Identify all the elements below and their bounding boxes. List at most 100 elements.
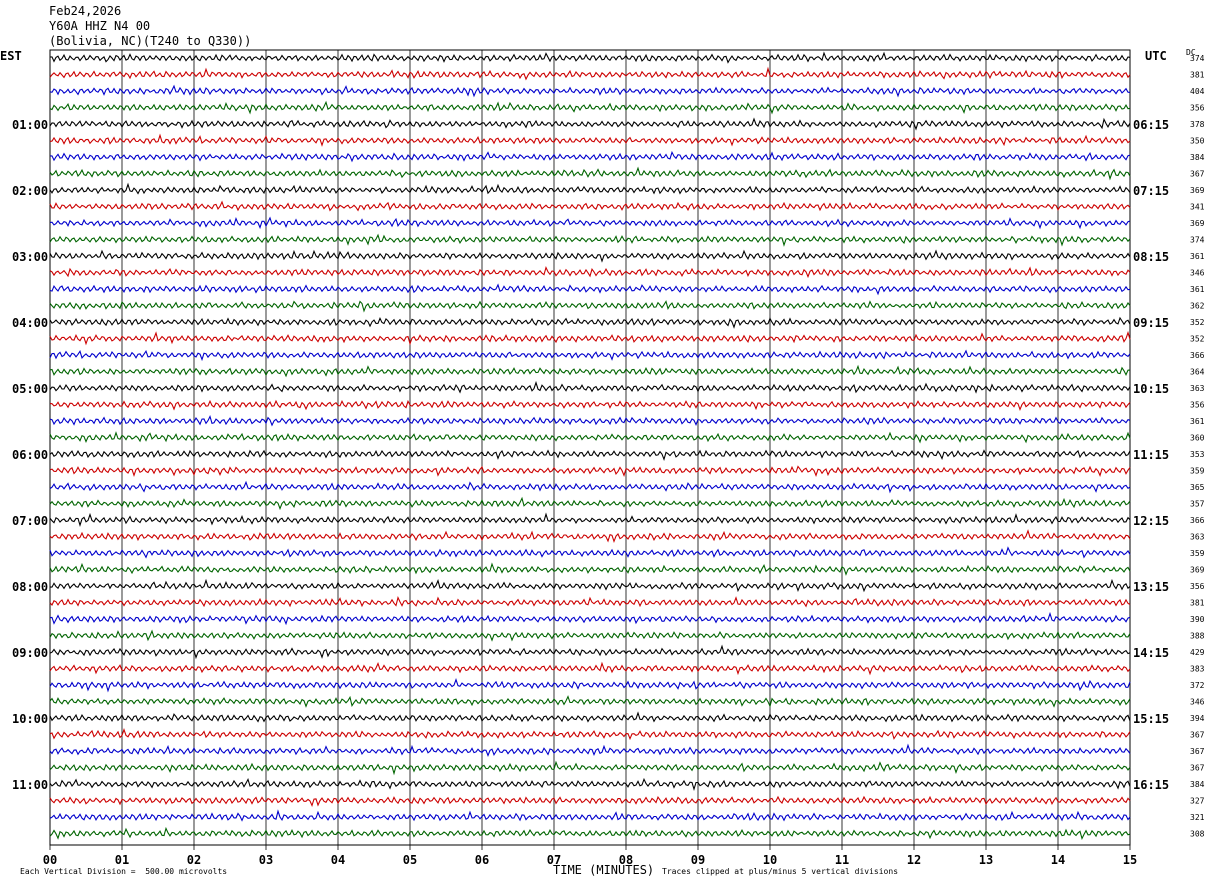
trace-row [49,711,1131,723]
hour-label-utc: 06:15 [1133,118,1169,132]
trace-row [49,760,1131,776]
hour-label-est: 05:00 [12,382,48,396]
header-location: (Bolivia, NC)(T240 to Q330)) [49,34,252,48]
hour-label-est: 01:00 [12,118,48,132]
x-tick-label: 15 [1123,853,1137,867]
dc-offset-label: 360 [1190,434,1205,443]
dc-offset-label: 327 [1190,797,1205,806]
dc-offset-label: 363 [1190,533,1205,542]
x-tick-label: 04 [331,853,345,867]
scale-note: Each Vertical Division = 500.00 microvol… [20,867,228,876]
trace-row [49,84,1131,98]
trace-row [49,678,1131,693]
dc-offset-label: 369 [1190,566,1205,575]
dc-offset-label: 388 [1190,632,1205,641]
hour-label-est: 04:00 [12,316,48,330]
dc-offset-label: 364 [1190,368,1205,377]
dc-offset-label: 352 [1190,335,1205,344]
dc-offset-label: 361 [1190,285,1205,294]
trace-row [49,233,1131,247]
trace-row [49,595,1131,608]
dc-offset-label: 366 [1190,351,1205,360]
dc-offset-label: 356 [1190,582,1205,591]
dc-offset-label: 404 [1190,87,1205,96]
hour-label-est: 02:00 [12,184,48,198]
trace-row [49,266,1131,279]
x-tick-label: 13 [979,853,993,867]
trace-row [49,743,1131,758]
hour-label-utc: 10:15 [1133,382,1169,396]
hour-label-utc: 13:15 [1133,580,1169,594]
dc-offset-label: 374 [1190,54,1205,63]
trace-row [49,512,1131,527]
dc-offset-label: 353 [1190,450,1205,459]
dc-offset-label: 346 [1190,269,1205,278]
dc-offset-label: 374 [1190,236,1205,245]
trace-row [49,380,1131,394]
dc-offset-label: 366 [1190,516,1205,525]
trace-row [49,316,1131,329]
x-tick-label: 07 [547,853,561,867]
x-tick-label: 09 [691,853,705,867]
dc-offset-label: 367 [1190,731,1205,740]
trace-row [49,364,1131,378]
trace-row [49,51,1131,64]
left-timezone-label: EST [0,49,22,63]
dc-offset-label: 369 [1190,186,1205,195]
trace-row [49,133,1131,147]
trace-row [49,216,1131,230]
dc-offset-label: 357 [1190,500,1205,509]
x-tick-label: 05 [403,853,417,867]
trace-row [49,809,1131,822]
dc-offset-label: 321 [1190,813,1205,822]
hour-label-utc: 11:15 [1133,448,1169,462]
x-axis-label: TIME (MINUTES) [553,863,655,877]
trace-row [49,414,1131,427]
hour-label-utc: 16:15 [1133,778,1169,792]
trace-row [49,728,1131,741]
dc-offset-label: 346 [1190,698,1205,707]
trace-row [49,66,1131,81]
trace-row [50,578,1131,593]
dc-offset-label: 372 [1190,681,1205,690]
hour-label-est: 07:00 [12,514,48,528]
hour-label-est: 09:00 [12,646,48,660]
hour-label-utc: 07:15 [1133,184,1169,198]
trace-row [49,300,1131,313]
x-tick-label: 02 [187,853,201,867]
hour-label-utc: 14:15 [1133,646,1169,660]
dc-offset-label: 359 [1190,467,1205,476]
hour-label-est: 03:00 [12,250,48,264]
trace-row [49,449,1131,462]
hour-label-utc: 09:15 [1133,316,1169,330]
trace-row [49,117,1131,131]
hour-label-est: 06:00 [12,448,48,462]
header-date: Feb24,2026 [49,4,122,18]
trace-row [49,100,1131,115]
dc-offset-label: 367 [1190,764,1205,773]
hour-label-est: 11:00 [12,778,48,792]
dc-offset-label: 369 [1190,219,1205,228]
x-tick-label: 03 [259,853,273,867]
dc-offset-label: 356 [1190,104,1205,113]
x-tick-label: 14 [1051,853,1065,867]
dc-offset-label: 362 [1190,302,1205,311]
x-tick-label: 12 [907,853,921,867]
x-tick-label: 08 [619,853,633,867]
hour-label-est: 10:00 [12,712,48,726]
dc-offset-label: 384 [1190,153,1205,162]
trace-row [49,611,1131,626]
trace-row [49,200,1131,212]
dc-offset-label: 361 [1190,252,1205,261]
hour-label-est: 08:00 [12,580,48,594]
trace-row [49,629,1131,642]
dc-offset-label: 394 [1190,714,1205,723]
dc-offset-label: 365 [1190,483,1205,492]
dc-offset-label: 356 [1190,401,1205,410]
trace-row [49,330,1131,346]
dc-offset-label: 359 [1190,549,1205,558]
x-tick-label: 06 [475,853,489,867]
trace-row [49,283,1131,296]
dc-offset-label: 383 [1190,665,1205,674]
x-tick-label: 10 [763,853,777,867]
